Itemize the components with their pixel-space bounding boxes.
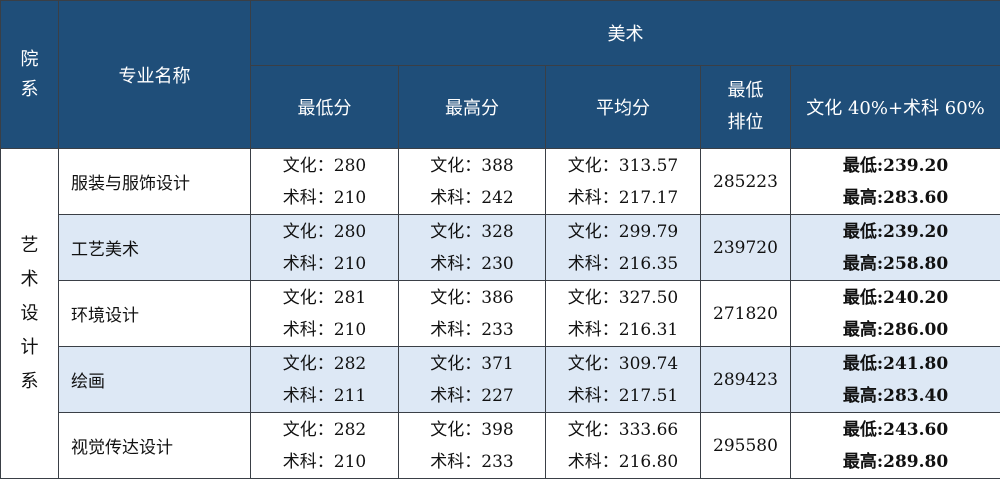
avg-score-cell: 文化：327.50 术科：216.31	[545, 280, 701, 347]
culture-score: 文化：309.74	[567, 353, 679, 374]
culture-score: 文化：388	[430, 155, 514, 176]
culture-score: 文化：282	[282, 419, 367, 440]
table-row: 工艺美术 文化：280 术科：210 文化：328 术科：230 文化：299.79 术科：…	[1, 214, 1000, 281]
culture-score: 文化：328	[430, 221, 514, 242]
combo-min: 最低:243.60	[842, 419, 949, 440]
art-score: 术科：217.51	[567, 385, 679, 406]
art-score: 术科：233	[430, 451, 514, 472]
table-row: 视觉传达设计 文化：282 术科：210 文化：398 术科：233 文化：333.66 术…	[1, 412, 1000, 479]
major-name: 工艺美术	[58, 214, 251, 281]
min-rank: 295580	[700, 412, 791, 479]
culture-score: 文化：371	[430, 353, 514, 374]
min-score-cell: 文化：281 术科：210	[250, 280, 399, 347]
dept-cell: 艺术设计系	[0, 148, 59, 479]
culture-score: 文化：299.79	[567, 221, 679, 242]
max-score-cell: 文化：388 术科：242	[398, 148, 546, 215]
combo-min: 最低:239.20	[842, 155, 949, 176]
header-min: 最低分	[250, 65, 399, 149]
header-avg: 平均分	[545, 65, 701, 149]
combo-score-cell: 最低:241.80 最高:283.40	[789, 346, 1000, 413]
header-max: 最高分	[398, 65, 546, 149]
combo-max: 最高:283.40	[842, 385, 949, 406]
culture-score: 文化：281	[282, 287, 367, 308]
culture-score: 文化：327.50	[567, 287, 679, 308]
art-score: 术科：210	[282, 451, 367, 472]
culture-score: 文化：282	[282, 353, 367, 374]
art-score: 术科：216.35	[567, 253, 679, 274]
art-score: 术科：217.17	[567, 187, 679, 208]
header-rank-line1: 最低	[727, 80, 764, 101]
avg-score-cell: 文化：333.66 术科：216.80	[545, 412, 701, 479]
major-name: 视觉传达设计	[58, 412, 251, 479]
major-name: 绘画	[58, 346, 251, 413]
header-rank-line2: 排位	[727, 112, 764, 133]
major-name: 环境设计	[58, 280, 251, 347]
min-rank: 271820	[700, 280, 791, 347]
combo-score-cell: 最低:239.20 最高:283.60	[789, 148, 1000, 215]
art-score: 术科：216.31	[567, 319, 679, 340]
min-score-cell: 文化：282 术科：210	[250, 412, 399, 479]
art-score: 术科：242	[430, 187, 514, 208]
max-score-cell: 文化：386 术科：233	[398, 280, 546, 347]
min-score-cell: 文化：282 术科：211	[250, 346, 399, 413]
art-score: 术科：216.80	[567, 451, 679, 472]
major-name: 服装与服饰设计	[58, 148, 251, 215]
combo-max: 最高:258.80	[842, 253, 949, 274]
min-rank: 285223	[700, 148, 791, 215]
combo-min: 最低:240.20	[842, 287, 949, 308]
max-score-cell: 文化：371 术科：227	[398, 346, 546, 413]
min-score-cell: 文化：280 术科：210	[250, 214, 399, 281]
combo-min: 最低:239.20	[842, 221, 949, 242]
combo-max: 最高:283.60	[842, 187, 949, 208]
combo-min: 最低:241.80	[842, 353, 949, 374]
culture-score: 文化：313.57	[567, 155, 679, 176]
art-score: 术科：210	[282, 319, 367, 340]
avg-score-cell: 文化：299.79 术科：216.35	[545, 214, 701, 281]
combo-max: 最高:286.00	[842, 319, 949, 340]
art-score: 术科：227	[430, 385, 514, 406]
header-rank: 最低 排位	[700, 65, 791, 149]
culture-score: 文化：398	[430, 419, 514, 440]
min-rank: 289423	[700, 346, 791, 413]
table-row: 环境设计 文化：281 术科：210 文化：386 术科：233 文化：327.50 术科：…	[1, 280, 1000, 347]
culture-score: 文化：280	[282, 221, 367, 242]
table-row: 绘画 文化：282 术科：211 文化：371 术科：227 文化：309.74 术科：21…	[1, 346, 1000, 413]
header-major: 专业名称	[58, 0, 251, 149]
culture-score: 文化：333.66	[567, 419, 679, 440]
header-combo: 文化 40%+术科 60%	[789, 65, 1000, 149]
avg-score-cell: 文化：309.74 术科：217.51	[545, 346, 701, 413]
combo-score-cell: 最低:243.60 最高:289.80	[789, 412, 1000, 479]
art-score: 术科：210	[282, 187, 367, 208]
culture-score: 文化：386	[430, 287, 514, 308]
combo-score-cell: 最低:240.20 最高:286.00	[789, 280, 1000, 347]
combo-max: 最高:289.80	[842, 451, 949, 472]
header-group: 美术	[249, 0, 1000, 66]
dept-name: 艺术设计系	[20, 234, 39, 392]
header-dept-text: 院系	[20, 48, 39, 100]
max-score-cell: 文化：398 术科：233	[398, 412, 546, 479]
combo-score-cell: 最低:239.20 最高:258.80	[789, 214, 1000, 281]
art-score: 术科：210	[282, 253, 367, 274]
culture-score: 文化：280	[282, 155, 367, 176]
avg-score-cell: 文化：313.57 术科：217.17	[545, 148, 701, 215]
min-score-cell: 文化：280 术科：210	[250, 148, 399, 215]
table-row: 艺术设计系 服装与服饰设计 文化：280 术科：210 文化：388 术科：242 文化：3…	[0, 148, 1000, 479]
art-score: 术科：233	[430, 319, 514, 340]
max-score-cell: 文化：328 术科：230	[398, 214, 546, 281]
art-score: 术科：211	[282, 385, 367, 406]
min-rank: 239720	[700, 214, 791, 281]
art-score: 术科：230	[430, 253, 514, 274]
header-dept: 院系	[0, 0, 59, 149]
